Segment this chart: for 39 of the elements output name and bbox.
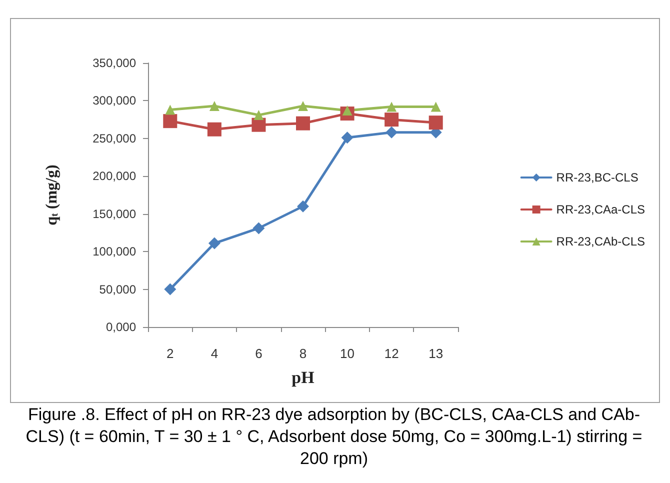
point <box>164 283 176 296</box>
point <box>386 126 398 138</box>
point <box>208 237 220 250</box>
point <box>254 110 264 120</box>
x-tick-label: 13 <box>428 346 444 361</box>
y-tick-label: 250,000 <box>92 131 136 146</box>
legend-label: RR-23,CAb-CLS <box>556 234 646 248</box>
point <box>252 118 266 132</box>
point <box>298 100 308 111</box>
point <box>163 114 178 128</box>
x-tick-label: 8 <box>299 346 307 361</box>
y-tick-label: 50,000 <box>99 282 136 296</box>
point <box>207 122 222 136</box>
legend-label: RR-23,BC-CLS <box>556 170 638 184</box>
point <box>386 102 397 112</box>
point <box>252 222 265 234</box>
point <box>297 200 309 212</box>
point <box>165 104 176 115</box>
x-tick-label: 10 <box>340 346 355 361</box>
point <box>209 100 220 111</box>
point <box>430 102 441 112</box>
y-tick-label: 200,000 <box>92 169 136 184</box>
point <box>296 116 310 130</box>
y-tick-label: 100,000 <box>92 244 136 259</box>
y-tick-label: 0,000 <box>106 320 136 334</box>
y-tick-label: 350,000 <box>92 56 136 70</box>
x-axis-title: pH <box>292 368 314 387</box>
y-axis-title: qt (mg/g) <box>44 164 60 226</box>
point <box>384 112 399 127</box>
point <box>428 116 443 130</box>
point <box>341 132 354 144</box>
legend-label: RR-23,CAa-CLS <box>556 202 646 216</box>
y-tick-label: 150,000 <box>92 206 136 221</box>
x-tick-label: 2 <box>166 346 174 361</box>
x-tick-label: 4 <box>210 346 218 361</box>
x-tick-label: 6 <box>255 346 262 361</box>
x-tick-label: 12 <box>384 346 399 361</box>
text: Figure .8. Effect of pH on RR-23 dye adsorption by (BC-CLS, CAa-CLS and CAb-CLS) (t = 60min, T = 30 ± 1 ° C, Adsorbent dose 50mg, Co = 300mg.L-1) stirring = 200 rpm) <box>24 404 644 470</box>
y-tick-label: 300,000 <box>92 94 136 108</box>
